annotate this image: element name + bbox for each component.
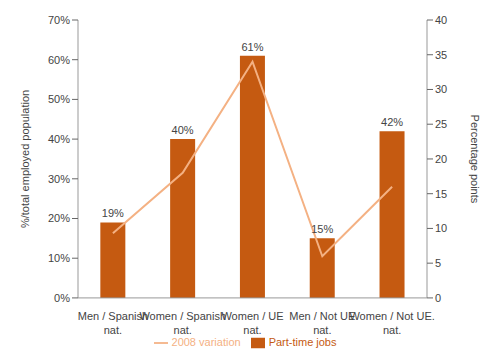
svg-text:15: 15: [435, 188, 447, 200]
svg-text:0: 0: [435, 292, 441, 304]
svg-text:15%: 15%: [311, 223, 333, 235]
svg-text:10%: 10%: [48, 252, 70, 264]
svg-text:nat.: nat.: [313, 324, 331, 336]
svg-text:nat.: nat.: [104, 324, 122, 336]
svg-text:19%: 19%: [102, 207, 124, 219]
svg-text:40: 40: [435, 14, 447, 26]
svg-text:61%: 61%: [241, 41, 263, 53]
svg-text:30: 30: [435, 83, 447, 95]
svg-text:35: 35: [435, 49, 447, 61]
svg-text:Percentage points: Percentage points: [469, 115, 481, 204]
svg-text:Women / Spanish: Women / Spanish: [139, 310, 226, 322]
svg-text:20: 20: [435, 153, 447, 165]
svg-text:40%: 40%: [48, 133, 70, 145]
svg-text:%/total employed population: %/total employed population: [19, 90, 31, 228]
svg-text:60%: 60%: [48, 54, 70, 66]
svg-text:nat.: nat.: [174, 324, 192, 336]
svg-text:nat.: nat.: [383, 324, 401, 336]
svg-text:10: 10: [435, 222, 447, 234]
svg-text:Men / Spanish: Men / Spanish: [78, 310, 148, 322]
svg-text:50%: 50%: [48, 93, 70, 105]
svg-text:nat.: nat.: [243, 324, 261, 336]
svg-text:20%: 20%: [48, 212, 70, 224]
html-text:2008 variation: 2008 variation: [171, 335, 241, 348]
svg-text:Women / Not UE.: Women / Not UE.: [349, 310, 434, 322]
svg-text:Men / Not UE: Men / Not UE: [289, 310, 355, 322]
svg-text:70%: 70%: [48, 14, 70, 26]
html-text:Part-time jobs: Part-time jobs: [268, 335, 337, 348]
svg-text:5: 5: [435, 257, 441, 269]
svg-text:Women / UE: Women / UE: [221, 310, 283, 322]
svg-text:30%: 30%: [48, 173, 70, 185]
svg-text:42%: 42%: [381, 116, 403, 128]
svg-text:0%: 0%: [54, 292, 70, 304]
svg-text:40%: 40%: [172, 124, 194, 136]
svg-text:25: 25: [435, 118, 447, 130]
